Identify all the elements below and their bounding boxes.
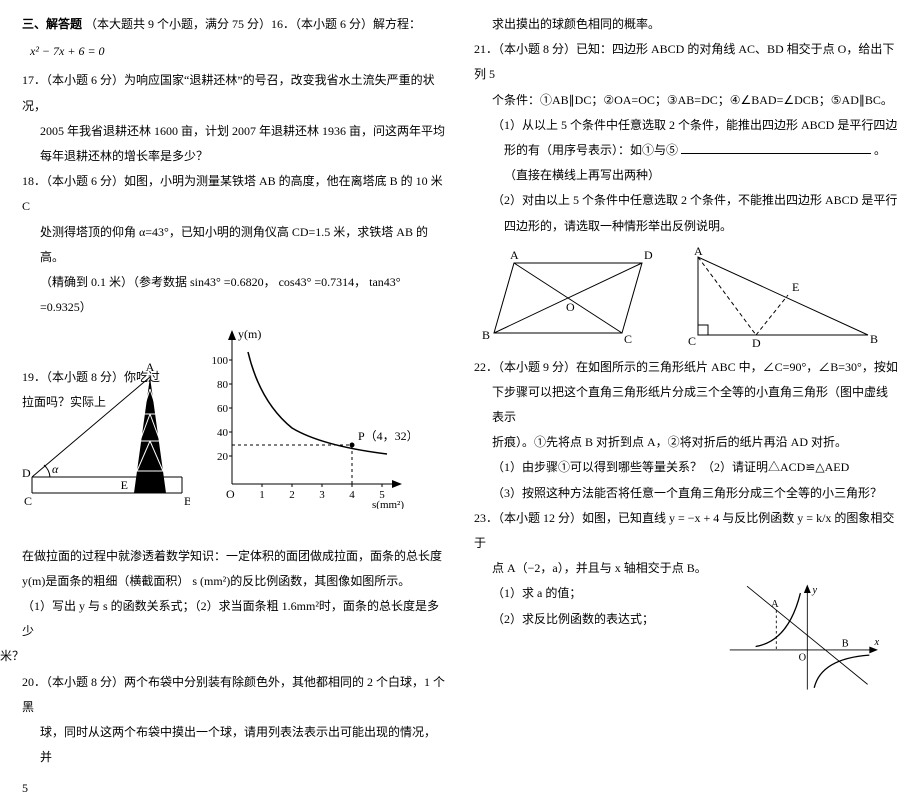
equation-16: x² − 7x + 6 = 0 [22,37,446,68]
xtick-3: 3 [319,489,325,501]
q23-line3: （1）求 a 的值； [474,581,700,606]
q22-line1: 22．（本小题 9 分）在如图所示的三角形纸片 ABC 中，∠C=90°，∠B=… [474,355,898,380]
q21-line2: 个条件：①AB∥DC；②OA=OC；③AB=DC；④∠BAD=∠DCB；⑤AD∥… [474,88,898,113]
q21-d-post: 。 [874,143,886,157]
ytick-100: 100 [212,355,229,367]
q21-line6: （2）对由以上 5 个条件中任意选取 2 个条件，不能推出四边形 ABCD 是平… [474,188,898,213]
hy-y: y [811,585,817,596]
ytick-60: 60 [217,403,229,415]
hyperbola-diagram: A B O x y [708,581,898,693]
q18-line1: 18．（本小题 6 分）如图，小明为测量某铁塔 AB 的高度，他在离塔底 B 的… [22,169,446,219]
q17-line1: 17．（本小题 6 分）为响应国家“退耕还林”的号召，改变我省水土流失严重的状况… [22,68,446,118]
section-header: 三、解答题 [22,17,82,31]
tower-label-D: D [22,466,31,480]
q18-line2: 处测得塔顶的仰角 α=43°，已知小明的测角仪高 CD=1.5 米，求铁塔 AB… [22,220,446,270]
pg-D: D [644,248,653,262]
ylabel: y(m) [238,327,261,341]
tower-label-B: B [184,494,190,508]
ytick-40: 40 [217,427,229,439]
pg-C: C [624,332,632,346]
right-column: 求出摸出的球颜色相同的概率。 21．（本小题 8 分）已知：四边形 ABCD 的… [474,12,898,802]
left-column: 三、解答题 （本大题共 9 个小题，满分 75 分）16．（本小题 6 分）解方… [22,12,446,802]
curve-chart: 20 40 60 80 100 1 2 3 4 5 [202,324,410,509]
page-number: 5 [22,770,446,801]
xtick-4: 4 [349,489,355,501]
q21-line3: （1）从以上 5 个条件中任意选取 2 个条件，能推出四边形 ABCD 是平行四… [474,113,898,138]
ytick-20: 20 [217,451,229,463]
q21-line1: 21．（本小题 8 分）已知：四边形 ABCD 的对角线 AC、BD 相交于点 … [474,37,898,87]
section-header-line: 三、解答题 （本大题共 9 个小题，满分 75 分）16．（本小题 6 分）解方… [22,12,446,37]
hy-A: A [771,599,779,610]
figure-row-18-19: A B C D E α 20 40 60 80 1 [22,324,446,509]
pg-O: O [566,300,575,314]
q23-line1: 23．（本小题 12 分）如图，已知直线 y = −x + 4 与反比例函数 y… [474,506,898,556]
origin-label: O [226,487,235,501]
q20-line1: 20．（本小题 8 分）两个布袋中分别装有除颜色外，其他都相同的 2 个白球，1… [22,670,446,720]
hy-B: B [842,639,849,650]
q20-line2: 球，同时从这两个布袋中摸出一个球，请用列表法表示出可能出现的情况，并 [22,720,446,770]
xlabel: s(mm²) [372,499,404,509]
rt-B: B [870,332,878,346]
tower-label-C: C [24,494,32,508]
q23-line4: （2）求反比例函数的表达式； [474,607,700,632]
ytick-80: 80 [217,379,229,391]
q22-line3: 折痕）。①先将点 B 对折到点 A，②将对折后的纸片再沿 AD 对折。 [474,430,898,455]
xtick-2: 2 [289,489,295,501]
rt-C: C [688,334,696,348]
answer-blank[interactable] [681,141,871,154]
tower-label-E: E [121,478,128,492]
q19-line4: （1）写出 y 与 s 的函数关系式；（2）求当面条粗 1.6mm²时，面条的总… [4,594,446,644]
q23-line2: 点 A（−2，a），并且与 x 轴相交于点 B。 [474,556,898,581]
rt-E: E [792,280,799,294]
q17-line3: 每年退耕还林的增长率是多少？ [22,144,446,169]
hy-O: O [799,653,807,664]
xtick-1: 1 [259,489,265,501]
parallelogram-diagram: A D B C O [474,243,664,349]
pg-B: B [482,328,490,342]
q21-d-pre: 形的有（用序号表示）：如①与⑤ [504,143,678,157]
q21-line7: 四边形的，请选取一种情形举出反例说明。 [474,214,898,239]
q23-bottom-row: （1）求 a 的值； （2）求反比例函数的表达式； A B O x y [474,581,898,693]
pg-A: A [510,248,519,262]
q22-line4: （1）由步骤①可以得到哪些等量关系？（2）请证明△ACD≌△AED [474,455,898,480]
hy-x: x [874,637,880,648]
q20-line3: 求出摸出的球颜色相同的概率。 [474,12,898,37]
rt-D: D [752,336,761,349]
page: 三、解答题 （本大题共 9 个小题，满分 75 分）16．（本小题 6 分）解方… [0,0,920,810]
point-label: P（4，32） [358,429,410,443]
section-desc: （本大题共 9 个小题，满分 75 分）16．（本小题 6 分）解方程： [85,17,421,31]
right-triangle-diagram: A B C D E [684,243,884,349]
figure-row-21-22: A D B C O A B C D E [474,243,898,349]
tower-label-alpha: α [52,462,59,476]
q21-line4: 形的有（用序号表示）：如①与⑤ 。 [474,138,898,163]
q19-line5: 米？ [0,644,446,669]
q22-line2: 下步骤可以把这个直角三角形纸片分成三个全等的小直角三角形（图中虚线表示 [474,380,898,430]
q19-line3: y(m)是面条的粗细（横截面积） s (mm²)的反比例函数，其图像如图所示。 [4,569,446,594]
q19-line2: 在做拉面的过程中就渗透着数学知识：一定体积的面团做成拉面，面条的总长度 [4,544,446,569]
q18-line3: （精确到 0.1 米）（参考数据 sin43° =0.6820， cos43° … [22,270,446,320]
rt-A: A [694,244,703,258]
q22-line5: （3）按照这种方法能否将任意一个直角三角形分成三个全等的小三角形？ [474,481,898,506]
q17-line2: 2005 年我省退耕还林 1600 亩，计划 2007 年退耕还林 1936 亩… [22,119,446,144]
q21-line5: （直接在横线上再写出两种） [474,163,898,188]
